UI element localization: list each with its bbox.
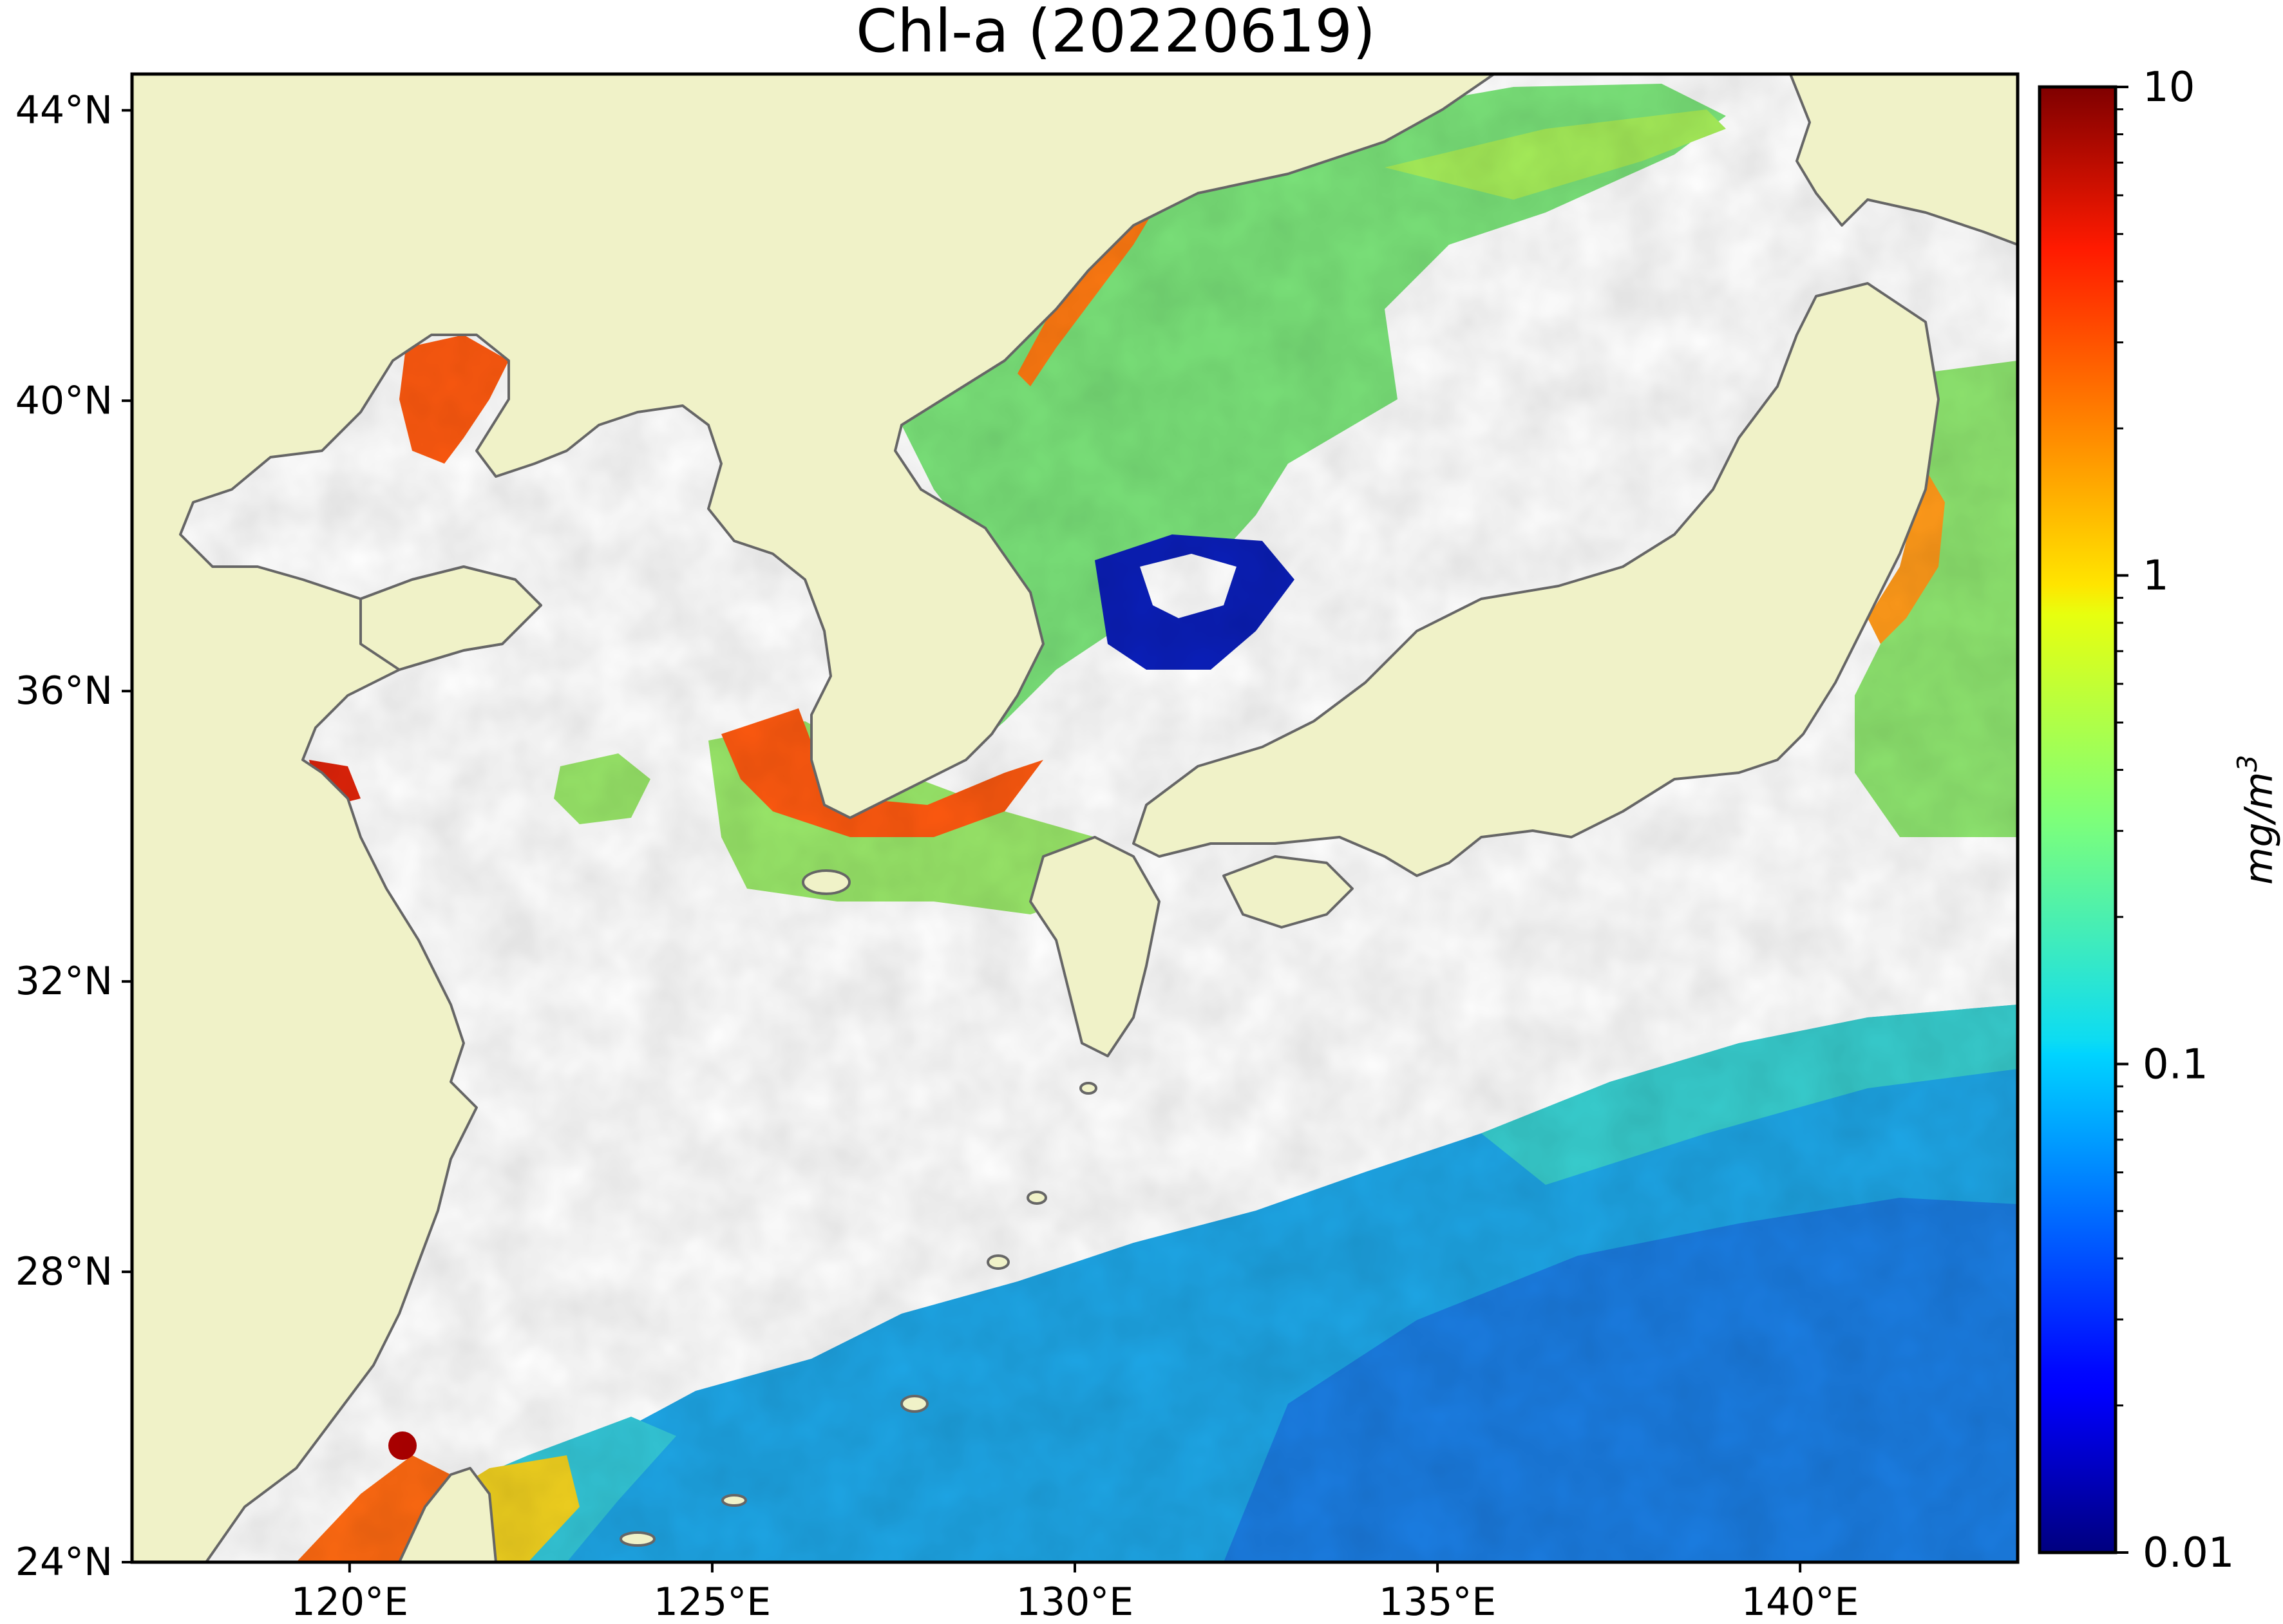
colorbar-frame bbox=[2038, 85, 2117, 1554]
taiwan-island bbox=[398, 1467, 497, 1562]
asian-mainland bbox=[132, 74, 1495, 1562]
shandong-peninsula bbox=[359, 565, 542, 671]
ryukyu-island-2 bbox=[987, 1254, 1010, 1270]
lat-tick-label: 36°N bbox=[15, 668, 113, 713]
miyako-island bbox=[721, 1494, 747, 1507]
lat-tick-label: 32°N bbox=[15, 959, 113, 1004]
colorbar-tick-label: 1 bbox=[2143, 552, 2169, 600]
ryukyu-island-1 bbox=[900, 1395, 929, 1413]
map-title: Chl-a (20220619) bbox=[856, 0, 1376, 66]
yaeyama-island bbox=[620, 1531, 656, 1547]
colorbar-tick-label: 10 bbox=[2143, 64, 2195, 111]
honshu-island bbox=[1132, 282, 1940, 877]
shikoku-island bbox=[1222, 855, 1354, 929]
lat-tick-label: 40°N bbox=[15, 378, 113, 423]
colorbar: 10 1 0.1 0.01 mg/m3 bbox=[2038, 64, 2282, 1577]
hokkaido-island bbox=[1789, 74, 2018, 246]
colorbar-gradient bbox=[2040, 87, 2116, 1553]
latitude-axis: 44°N 40°N 36°N 32°N 28°N 24°N bbox=[15, 88, 132, 1585]
land-masses bbox=[132, 74, 2018, 1562]
colorbar-unit-label: mg/m3 bbox=[2231, 755, 2282, 885]
lon-tick-label: 135°E bbox=[1379, 1580, 1496, 1624]
lon-tick-label: 130°E bbox=[1016, 1580, 1133, 1624]
colorbar-tick-label: 0.1 bbox=[2143, 1041, 2208, 1088]
lon-tick-label: 140°E bbox=[1741, 1580, 1859, 1624]
jeju-island bbox=[802, 869, 851, 895]
kyushu-island bbox=[1029, 836, 1160, 1057]
map-plot-area bbox=[132, 74, 2018, 1562]
ryukyu-island-4 bbox=[1079, 1082, 1097, 1095]
ryukyu-island-3 bbox=[1027, 1191, 1047, 1205]
lat-tick-label: 44°N bbox=[15, 88, 113, 133]
lat-tick-label: 24°N bbox=[15, 1540, 113, 1585]
lon-tick-label: 125°E bbox=[654, 1580, 771, 1624]
colorbar-ticks: 10 1 0.1 0.01 bbox=[2116, 64, 2235, 1577]
colorbar-tick-label: 0.01 bbox=[2143, 1529, 2235, 1577]
longitude-axis: 120°E 125°E 130°E 135°E 140°E bbox=[291, 1562, 1859, 1624]
lon-tick-label: 120°E bbox=[291, 1580, 408, 1624]
lat-tick-label: 28°N bbox=[15, 1249, 113, 1294]
